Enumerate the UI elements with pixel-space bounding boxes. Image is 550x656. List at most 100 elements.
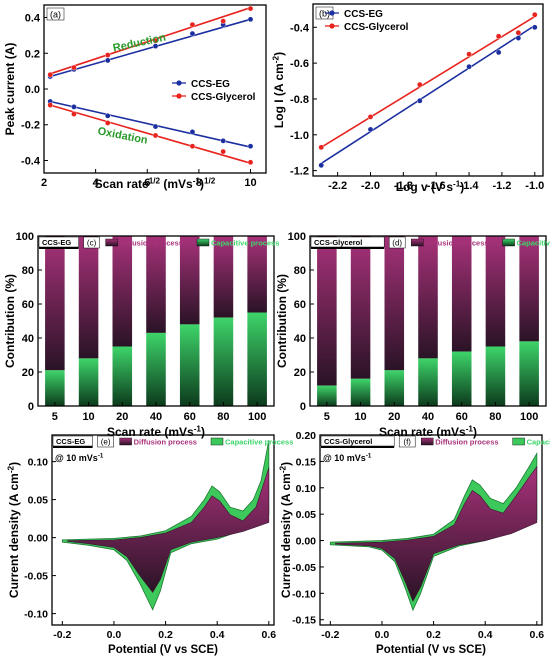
scan-rate-note: @ 10 mVs-1 bbox=[55, 453, 104, 463]
x-tick-label: 40 bbox=[150, 411, 162, 423]
diffusion-bar bbox=[350, 236, 371, 379]
scan-rate-note: @ 10 mVs-1 bbox=[323, 453, 372, 463]
y-tick-label: 100 bbox=[16, 231, 34, 243]
legend-label: CCS-EG bbox=[344, 9, 383, 20]
y-axis-label-part: -2 bbox=[271, 55, 280, 63]
panel-f-frame bbox=[319, 434, 543, 626]
y-axis-label-part: ) bbox=[272, 52, 286, 56]
y-tick-label: 60 bbox=[294, 299, 306, 311]
x-tick-label: 0.4 bbox=[210, 629, 225, 641]
panel-label: (c) bbox=[87, 239, 97, 248]
diffusion-bar bbox=[213, 236, 234, 318]
data-point bbox=[515, 35, 522, 41]
scan-rate-note-part: -1 bbox=[366, 453, 372, 460]
x-tick-label: -0.2 bbox=[53, 629, 71, 641]
y-tick-label: 0.2 bbox=[25, 48, 40, 60]
diffusion-bar bbox=[45, 236, 65, 371]
x-tick-label: 20 bbox=[116, 411, 128, 423]
data-point bbox=[104, 120, 111, 126]
capacitive-bar bbox=[213, 317, 234, 406]
data-point bbox=[152, 132, 159, 139]
data-point bbox=[189, 143, 196, 149]
x-axis-label-part: Log v (V s bbox=[396, 180, 454, 194]
data-point bbox=[367, 126, 374, 133]
diffusion-bar bbox=[485, 236, 506, 347]
capacitive-bar bbox=[112, 346, 133, 406]
legend-marker bbox=[329, 23, 335, 29]
x-tick-label: 10 bbox=[354, 411, 366, 423]
y-tick-label: -0.8 bbox=[290, 94, 309, 106]
y-tick-label: 60 bbox=[22, 299, 34, 311]
capacitive-bar bbox=[350, 378, 371, 406]
fit-line bbox=[320, 24, 536, 165]
x-tick-label: 40 bbox=[422, 411, 434, 423]
legend-marker bbox=[176, 93, 182, 99]
x-tick-label: 5 bbox=[324, 411, 330, 423]
y-tick-label: 0.20 bbox=[296, 430, 317, 442]
panel-label-box bbox=[83, 236, 100, 249]
panel-label: (b) bbox=[319, 9, 330, 19]
diffusion-bar bbox=[179, 236, 200, 325]
x-tick-label: 0.0 bbox=[375, 629, 390, 641]
data-point bbox=[247, 5, 254, 12]
y-tick-label: -0.2 bbox=[21, 120, 40, 132]
legend-label: Capacitive process bbox=[517, 239, 550, 248]
y-axis-label-part: -2 bbox=[278, 465, 287, 473]
panel-f: -0.2 0.0 0.2 0.4 0.6 -0.15 -0.10 -0.05 0.00 0.05 0… bbox=[278, 430, 550, 656]
x-tick-label: 100 bbox=[520, 411, 538, 423]
y-tick-label: 80 bbox=[22, 265, 34, 277]
diffusion-bar bbox=[146, 236, 166, 333]
data-point bbox=[531, 24, 538, 31]
data-point bbox=[104, 57, 111, 64]
x-tick-label: 2 bbox=[41, 177, 47, 189]
capacitive-bar bbox=[247, 312, 267, 406]
panel-label: (e) bbox=[101, 438, 111, 447]
legend-swatch bbox=[105, 238, 118, 247]
data-point bbox=[531, 11, 538, 18]
tag-underline bbox=[53, 446, 93, 448]
panel-d-frame bbox=[309, 235, 547, 407]
x-tick-label: -1.6 bbox=[427, 180, 446, 192]
data-point bbox=[495, 49, 502, 56]
x-axis-label-part: ) bbox=[473, 425, 477, 439]
y-tick-label: 0 bbox=[28, 401, 34, 413]
capacitive-bar bbox=[451, 351, 472, 406]
y-axis-label: Contribution (%) bbox=[275, 274, 289, 368]
x-tick-label: 0.0 bbox=[107, 629, 122, 641]
fit-line bbox=[49, 18, 251, 78]
panel-label-box bbox=[97, 435, 114, 448]
panel-label-box bbox=[398, 435, 416, 448]
x-axis-label-part: ) bbox=[201, 425, 205, 439]
panel-b: -2.2 -2.0 -1.8 -1.6 -1.4 -1.2 -1.0 -1.2 -1.0 -0.8… bbox=[271, 3, 544, 194]
data-point bbox=[466, 63, 472, 70]
x-tick-label: 5 bbox=[52, 411, 58, 423]
x-tick-label: 20 bbox=[388, 411, 400, 423]
data-point bbox=[47, 102, 53, 108]
x-axis-label-part: ) bbox=[200, 177, 204, 191]
y-tick-label: -0.4 bbox=[21, 155, 41, 167]
capacitive-bar bbox=[418, 358, 438, 406]
legend-swatch bbox=[119, 437, 132, 446]
y-tick-label: 0.4 bbox=[25, 13, 41, 25]
x-tick-label: 80 bbox=[217, 411, 229, 423]
y-tick-label: -0.10 bbox=[292, 588, 316, 600]
y-tick-label: 0.10 bbox=[28, 457, 49, 469]
panel-label: (a) bbox=[50, 10, 61, 20]
panel-a-frame bbox=[43, 4, 267, 174]
panel-d: 5 10 20 40 60 80 100 0 20 40 60 80 100 CCS-Glycerol (d… bbox=[275, 231, 550, 439]
scan-rate-note-part: @ 10 mVs bbox=[55, 453, 98, 463]
sample-tag: CCS-EG bbox=[56, 437, 85, 446]
sample-tag: CCS-Glycerol bbox=[314, 238, 362, 247]
legend-label: Diffusion process bbox=[120, 239, 183, 248]
legend-label: Diffusion process bbox=[435, 438, 498, 447]
legend-marker bbox=[176, 80, 182, 86]
diffusion-region bbox=[335, 465, 538, 602]
x-tick-label: 0.6 bbox=[530, 629, 545, 641]
y-tick-label: -0.4 bbox=[290, 22, 310, 34]
legend-swatch bbox=[411, 238, 424, 247]
capacitive-bar bbox=[485, 346, 506, 406]
oxidation-label: Oxidation bbox=[97, 125, 149, 147]
x-tick-label: 6 bbox=[144, 177, 150, 189]
x-axis-label-part: Scan rate bbox=[95, 177, 149, 191]
x-axis-label-part: -1 bbox=[194, 424, 202, 433]
